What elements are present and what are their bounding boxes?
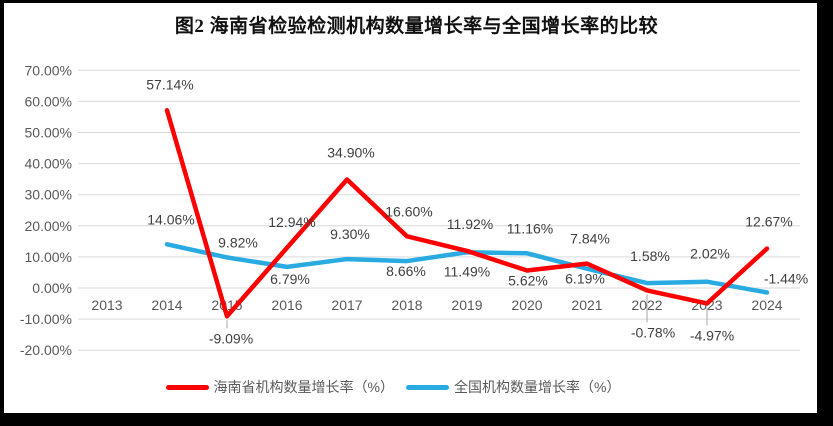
data-point-label: 11.49%: [444, 263, 490, 279]
x-axis-year-label: 2014: [151, 297, 182, 313]
data-point-label: 57.14%: [146, 76, 193, 92]
x-axis-year-label: 2019: [451, 297, 482, 313]
data-point-label: 9.82%: [218, 234, 258, 250]
y-axis-tick-label: 30.00%: [25, 187, 72, 203]
legend-label: 全国机构数量增长率（%）: [454, 379, 621, 395]
data-point-label: 6.19%: [565, 271, 605, 287]
y-axis-tick-label: -20.00%: [20, 342, 72, 358]
y-axis-tick-label: 50.00%: [25, 125, 72, 141]
data-point-label: 5.62%: [508, 273, 548, 289]
x-axis-year-label: 2017: [331, 297, 362, 313]
chart-frame: [4, 3, 817, 413]
data-point-label: 6.79%: [270, 271, 310, 287]
x-axis-year-label: 2016: [271, 297, 302, 313]
y-axis-tick-label: 70.00%: [25, 62, 72, 78]
y-axis-tick-label: 0.00%: [32, 280, 72, 296]
x-axis-year-label: 2020: [511, 297, 542, 313]
data-point-label: 11.92%: [447, 216, 493, 232]
legend-label: 海南省机构数量增长率（%）: [213, 379, 394, 395]
x-axis-year-label: 2013: [91, 297, 122, 313]
data-point-label: -0.78%: [631, 324, 675, 340]
y-axis-tick-label: 60.00%: [25, 93, 72, 109]
legend-item: 全国机构数量增长率（%）: [406, 377, 620, 397]
legend-line-swatch-icon: [165, 384, 209, 390]
x-axis-year-label: 2021: [571, 297, 602, 313]
data-point-label: 12.67%: [745, 214, 792, 230]
data-point-label: -4.97%: [690, 327, 734, 343]
data-point-label: 16.60%: [385, 203, 432, 219]
data-point-label: 12.94%: [268, 214, 315, 230]
x-axis-year-label: 2024: [751, 297, 782, 313]
legend-line-swatch-icon: [406, 384, 449, 390]
data-point-label: 9.30%: [330, 226, 370, 242]
data-point-label: 34.90%: [327, 144, 374, 160]
legend-item: 海南省机构数量增长率（%）: [165, 377, 394, 397]
y-axis-tick-label: 20.00%: [25, 218, 72, 234]
data-point-label: 11.16%: [507, 220, 553, 236]
series-line: [164, 108, 770, 319]
data-point-label: 7.84%: [570, 231, 610, 247]
chart-legend: 海南省机构数量增长率（%） 全国机构数量增长率（%）: [0, 377, 786, 397]
x-axis-year-label: 2018: [391, 297, 422, 313]
data-point-label: 14.06%: [147, 211, 194, 227]
y-axis-tick-label: 10.00%: [25, 249, 72, 265]
y-axis-tick-label: 40.00%: [25, 156, 72, 172]
data-point-label: 1.58%: [630, 248, 670, 264]
data-point-label: 2.02%: [690, 246, 730, 262]
y-axis-tick-label: -10.00%: [20, 311, 72, 327]
data-point-label: -9.09%: [209, 330, 253, 346]
data-point-label: 8.66%: [386, 263, 426, 279]
chart-title: 图2 海南省检验检测机构数量增长率与全国增长率的比较: [174, 16, 659, 37]
data-point-label: -1.44%: [764, 270, 808, 286]
